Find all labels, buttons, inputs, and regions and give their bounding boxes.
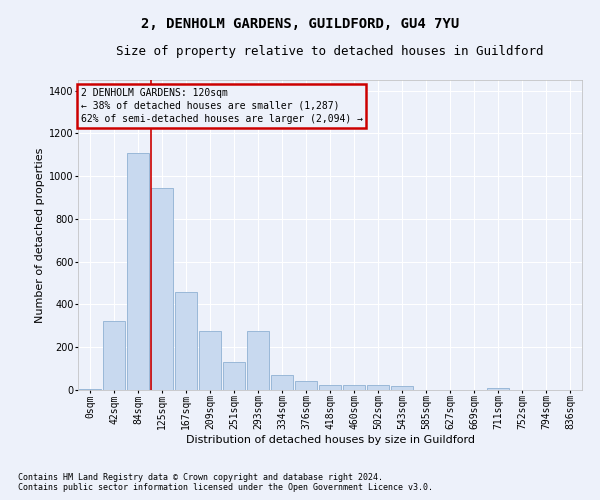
Bar	[295, 382, 317, 390]
Bar	[367, 384, 389, 390]
Y-axis label: Number of detached properties: Number of detached properties	[35, 148, 45, 322]
X-axis label: Distribution of detached houses by size in Guildford: Distribution of detached houses by size …	[185, 435, 475, 445]
Text: 2, DENHOLM GARDENS, GUILDFORD, GU4 7YU: 2, DENHOLM GARDENS, GUILDFORD, GU4 7YU	[141, 18, 459, 32]
Bar	[223, 362, 245, 390]
Bar	[199, 331, 221, 390]
Title: Size of property relative to detached houses in Guildford: Size of property relative to detached ho…	[116, 45, 544, 58]
Bar	[271, 375, 293, 390]
Bar	[391, 386, 413, 390]
Text: Contains public sector information licensed under the Open Government Licence v3: Contains public sector information licen…	[18, 484, 433, 492]
Bar	[319, 384, 341, 390]
Text: Contains HM Land Registry data © Crown copyright and database right 2024.: Contains HM Land Registry data © Crown c…	[18, 474, 383, 482]
Bar	[127, 152, 149, 390]
Bar	[103, 320, 125, 390]
Bar	[487, 388, 509, 390]
Text: 2 DENHOLM GARDENS: 120sqm
← 38% of detached houses are smaller (1,287)
62% of se: 2 DENHOLM GARDENS: 120sqm ← 38% of detac…	[80, 88, 362, 124]
Bar	[79, 389, 101, 390]
Bar	[343, 384, 365, 390]
Bar	[247, 331, 269, 390]
Bar	[151, 188, 173, 390]
Bar	[175, 292, 197, 390]
